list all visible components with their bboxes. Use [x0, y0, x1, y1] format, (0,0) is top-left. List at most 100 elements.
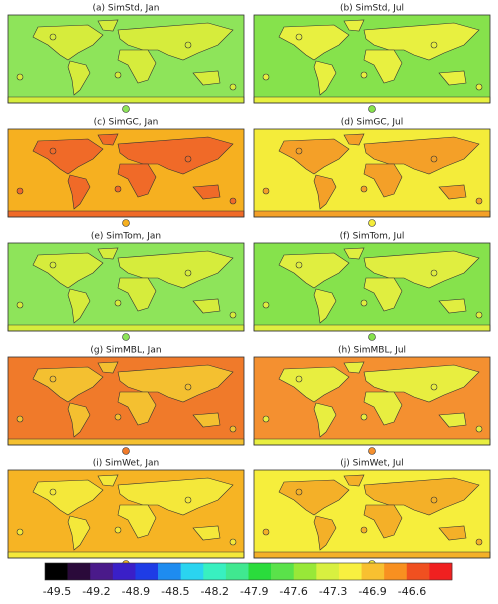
station	[49, 488, 57, 496]
panel-title: (f) SimTom, Jul	[340, 232, 405, 242]
station	[114, 185, 122, 193]
colorbar-box	[180, 563, 204, 580]
colorbar-tick-label: -46.9	[358, 585, 386, 598]
station	[229, 311, 237, 319]
colorbar-tick-label: -48.5	[161, 585, 189, 598]
panel-title: (d) SimGC, Jul	[341, 118, 403, 128]
panel-title: (g) SimMBL, Jan	[90, 346, 161, 356]
map-panel	[7, 469, 245, 559]
station	[114, 299, 122, 307]
station	[430, 496, 438, 504]
station	[229, 197, 237, 205]
colorbar-box	[203, 563, 227, 580]
map-frame	[7, 128, 245, 218]
station	[184, 496, 192, 504]
station	[184, 269, 192, 277]
map-panel	[7, 242, 245, 332]
map-frame	[7, 469, 245, 559]
colorbar-box	[225, 563, 249, 580]
station	[122, 219, 130, 227]
colorbar-box	[67, 563, 91, 580]
panel-title: (b) SimStd, Jul	[340, 4, 404, 14]
station	[49, 147, 57, 155]
station	[295, 488, 303, 496]
station	[16, 528, 24, 536]
station	[368, 333, 376, 341]
station	[16, 415, 24, 423]
station	[295, 375, 303, 383]
station	[122, 105, 130, 113]
station	[49, 261, 57, 269]
panel-title: (e) SimTom, Jan	[91, 232, 161, 242]
station	[475, 538, 483, 546]
station	[475, 425, 483, 433]
map-frame	[253, 128, 491, 218]
station	[184, 155, 192, 163]
colorbar-tick-label: -47.3	[319, 585, 347, 598]
station	[475, 311, 483, 319]
station	[229, 538, 237, 546]
colorbar-box	[90, 563, 114, 580]
station	[430, 383, 438, 391]
station	[360, 299, 368, 307]
map-panel	[7, 14, 245, 104]
map-frame	[253, 242, 491, 332]
station	[360, 71, 368, 79]
colorbar-box	[316, 563, 340, 580]
station	[16, 301, 24, 309]
colorbar-tick-label: -46.6	[398, 585, 426, 598]
colorbar-box	[361, 563, 385, 580]
colorbar-box	[293, 563, 317, 580]
station	[114, 413, 122, 421]
station	[368, 219, 376, 227]
colorbar-box	[406, 563, 430, 580]
map-panel	[7, 128, 245, 218]
colorbar-box	[271, 563, 295, 580]
map-panel	[253, 356, 491, 446]
station	[114, 71, 122, 79]
station	[184, 41, 192, 49]
station	[475, 197, 483, 205]
panel-title: (h) SimMBL, Jul	[338, 346, 406, 356]
station	[16, 73, 24, 81]
station	[430, 41, 438, 49]
station	[368, 105, 376, 113]
colorbar-tick-label: -49.5	[43, 585, 71, 598]
colorbar-box	[338, 563, 362, 580]
station	[122, 447, 130, 455]
map-frame	[253, 14, 491, 104]
station	[360, 185, 368, 193]
station	[262, 528, 270, 536]
colorbar-box	[112, 563, 136, 580]
map-panel	[253, 242, 491, 332]
colorbar-box	[45, 563, 68, 580]
map-frame	[7, 356, 245, 446]
map-frame	[7, 242, 245, 332]
map-panel	[253, 14, 491, 104]
map-frame	[253, 469, 491, 559]
map-frame	[7, 14, 245, 104]
station	[114, 526, 122, 534]
station	[295, 261, 303, 269]
station	[262, 187, 270, 195]
map-panel	[7, 356, 245, 446]
station	[360, 526, 368, 534]
colorbar-frame	[44, 562, 453, 581]
colorbar-tick-label: -47.6	[279, 585, 307, 598]
colorbar-box	[248, 563, 272, 580]
colorbar-tick-label: -49.2	[82, 585, 110, 598]
colorbar-box	[429, 563, 453, 580]
station	[262, 301, 270, 309]
station	[16, 187, 24, 195]
colorbar-box	[158, 563, 181, 580]
station	[49, 33, 57, 41]
station	[49, 375, 57, 383]
station	[295, 147, 303, 155]
station	[262, 73, 270, 81]
colorbar-tick-label: -47.9	[240, 585, 268, 598]
map-panel	[253, 128, 491, 218]
station	[184, 383, 192, 391]
station	[122, 333, 130, 341]
station	[262, 415, 270, 423]
